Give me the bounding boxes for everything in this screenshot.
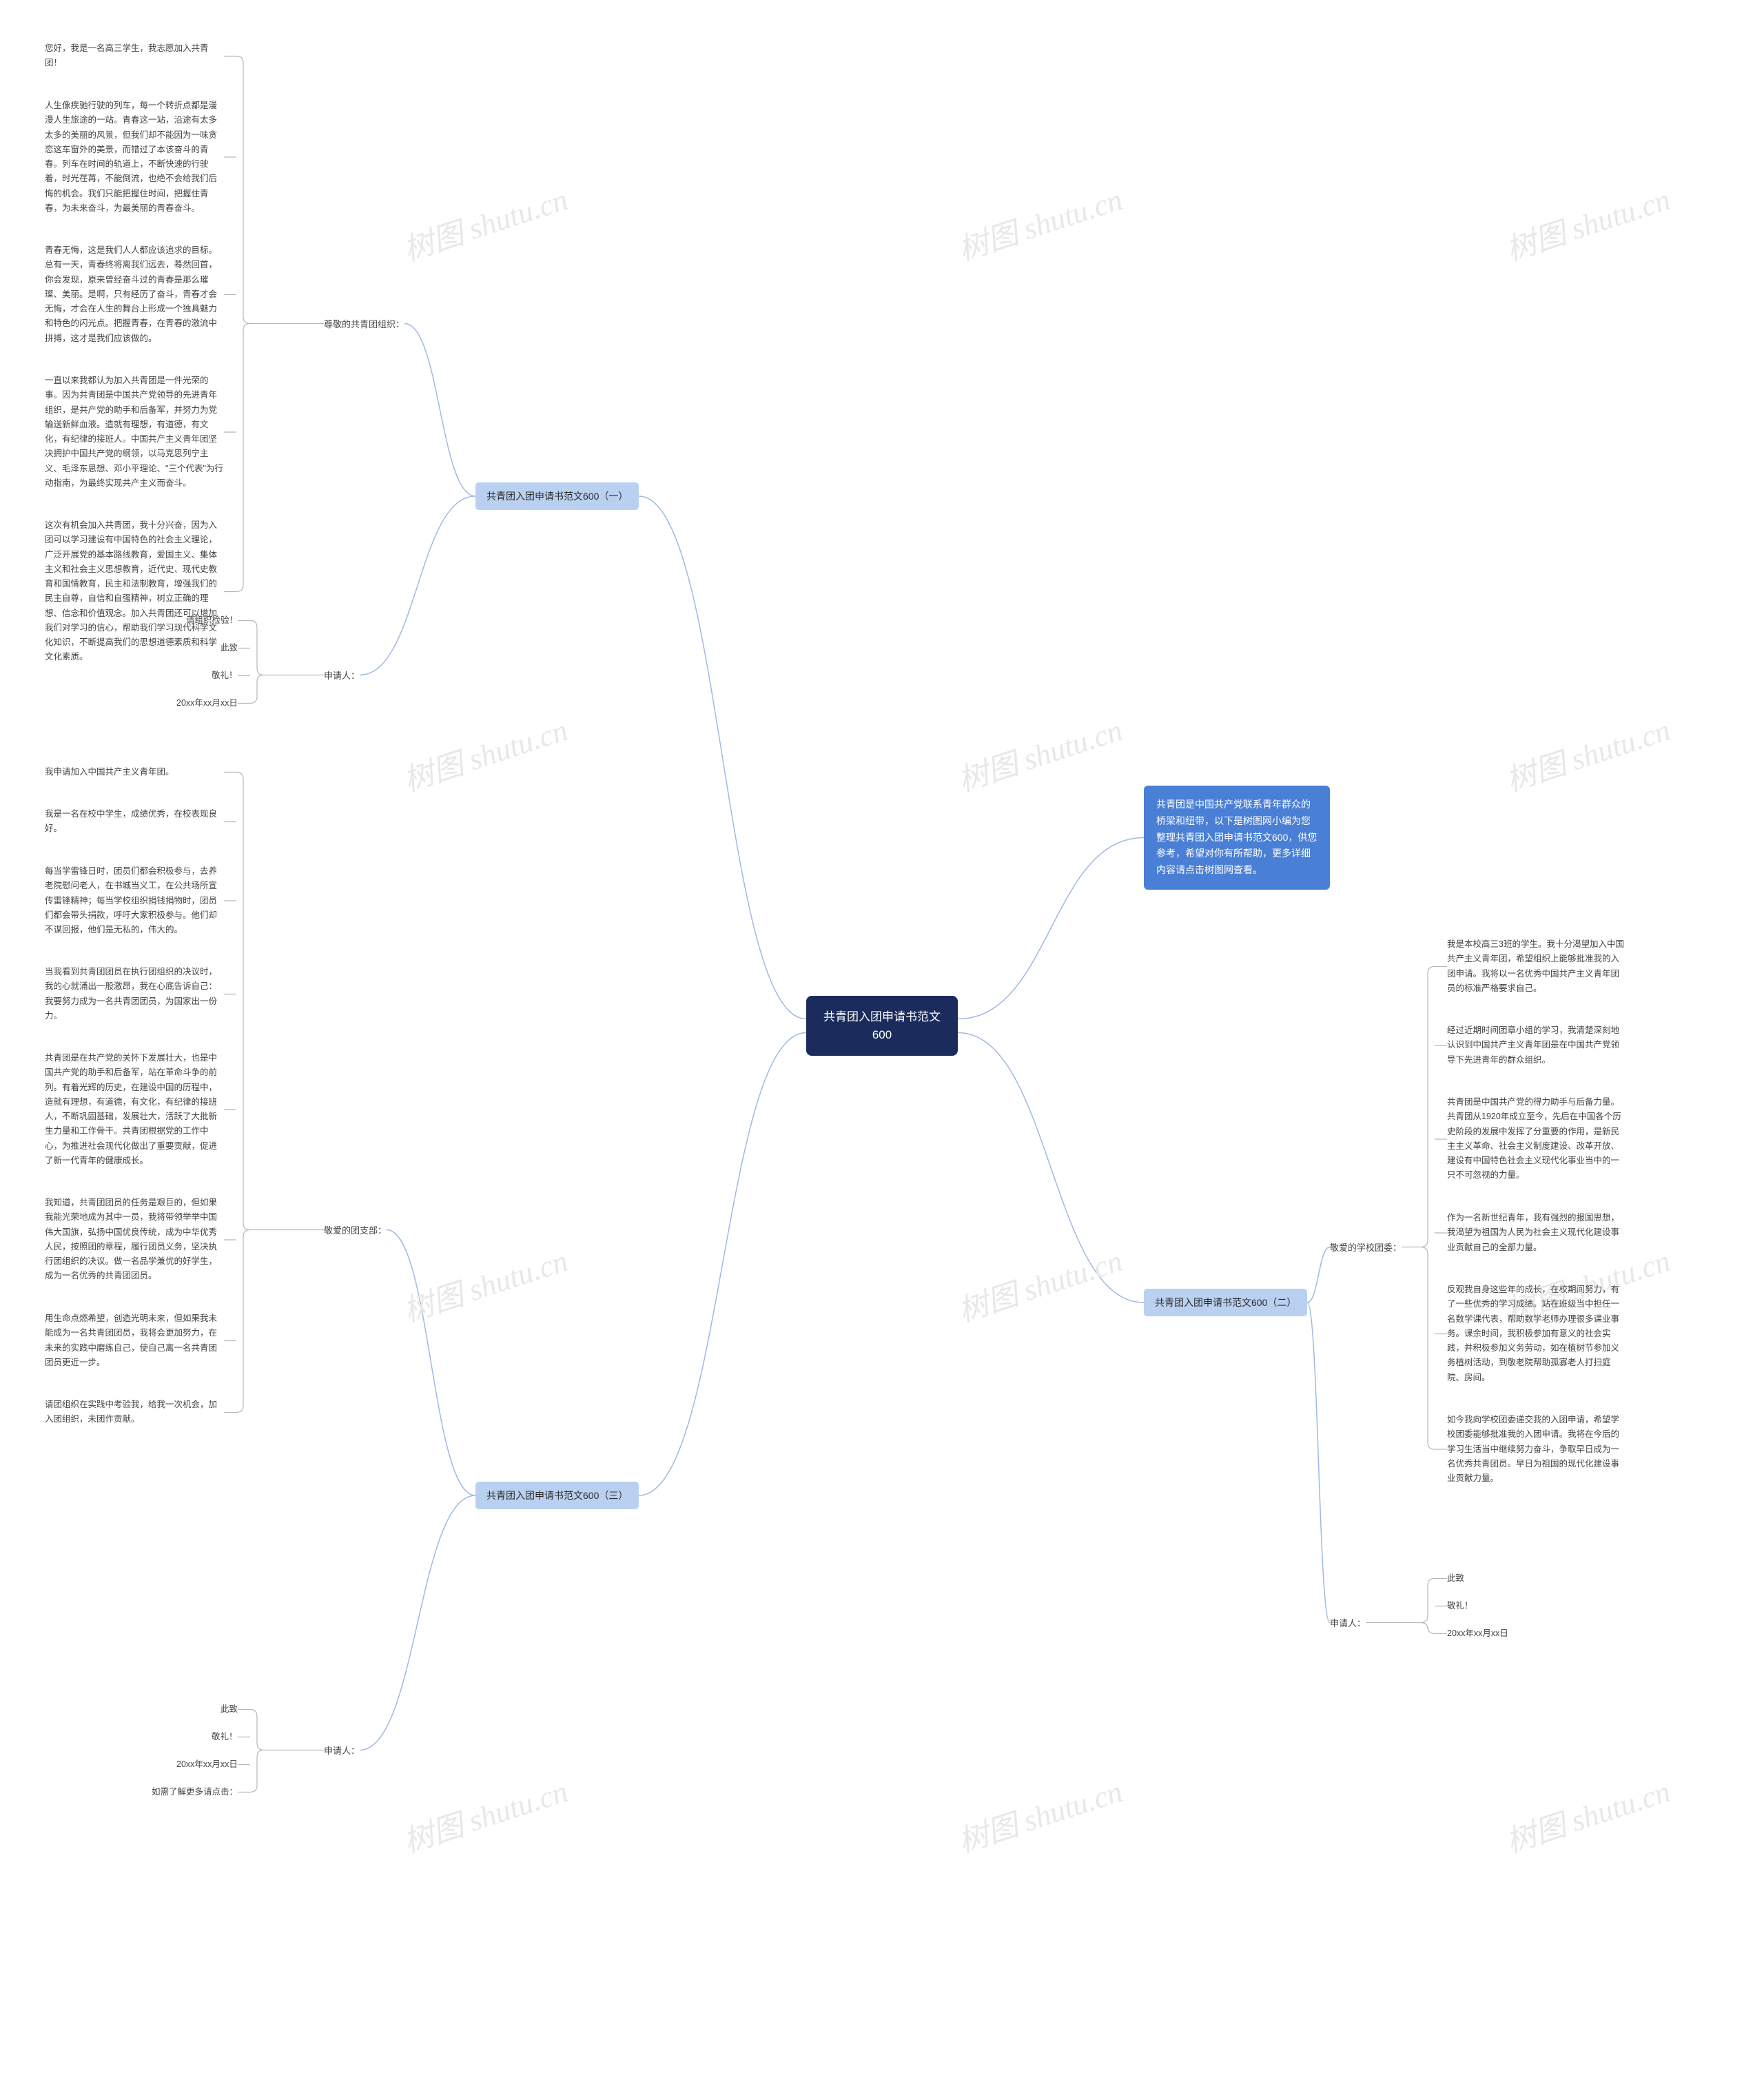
section1-head-leaf: 一直以来我都认为加入共青团是一件光荣的事。因为共青团是中国共产党领导的先进青年组…: [45, 374, 224, 491]
section1-head-leaf: 青春无悔，这是我们人人都应该追求的目标。总有一天，青春终将离我们远去，蓦然回首，…: [45, 243, 224, 346]
section1-tail-leaf: 请组织检验！: [186, 613, 238, 628]
section2-head-leaf: 反观我自身这些年的成长，在校期间努力，有了一些优秀的学习成绩。站在班级当中担任一…: [1447, 1283, 1626, 1385]
watermark: 树图 shutu.cn: [952, 174, 1127, 269]
section1-head-leaf: 人生像疾驰行驶的列车，每一个转折点都是漫漫人生旅途的一站。青春这一站，沿途有太多…: [45, 99, 224, 216]
section3-tail-label: 申请人：: [324, 1744, 360, 1757]
watermark: 树图 shutu.cn: [952, 705, 1127, 799]
section2-tail-label: 申请人：: [1330, 1616, 1366, 1629]
watermark: 树图 shutu.cn: [397, 1236, 573, 1330]
section3-head-leaf: 我知道，共青团团员的任务是艰巨的，但如果我能光荣地成为其中一员，我将带领举举中国…: [45, 1196, 224, 1284]
intro-node: 共青团是中国共产党联系青年群众的桥梁和纽带，以下是树图网小编为您整理共青团入团申…: [1144, 786, 1330, 890]
section3-tail-leaf: 20xx年xx月xx日: [176, 1757, 238, 1772]
section1-tail-leaf: 20xx年xx月xx日: [176, 696, 238, 711]
section3-head-leaf: 每当学雷锋日时，团员们都会积极参与，去养老院慰问老人，在书城当义工，在公共场所宣…: [45, 864, 224, 937]
section3-tail-leaf: 如需了解更多请点击：: [152, 1785, 238, 1799]
section2-head-leaf: 共青团是中国共产党的得力助手与后备力量。共青团从1920年成立至今，先后在中国各…: [1447, 1095, 1626, 1183]
root-node: 共青团入团申请书范文600: [806, 996, 958, 1056]
watermark: 树图 shutu.cn: [952, 1766, 1127, 1861]
watermark: 树图 shutu.cn: [397, 174, 573, 269]
section3-head-label: 敬爱的团支部：: [324, 1223, 387, 1236]
watermark: 树图 shutu.cn: [1499, 1766, 1675, 1861]
section3-tail-leaf: 此致: [220, 1702, 238, 1717]
section2-head-leaf: 作为一名新世纪青年，我有强烈的报国思想，我渴望为祖国为人民为社会主义现代化建设事…: [1447, 1211, 1626, 1255]
watermark: 树图 shutu.cn: [397, 705, 573, 799]
section3-tail-leaf: 敬礼！: [212, 1730, 238, 1744]
section2-head-leaf: 如今我向学校团委递交我的入团申请，希望学校团委能够批准我的入团申请。我将在今后的…: [1447, 1413, 1626, 1486]
section3-head-leaf: 当我看到共青团团员在执行团组织的决议时，我的心就涌出一般激昂，我在心底告诉自己：…: [45, 965, 224, 1023]
section1-head-label: 尊敬的共青团组织：: [324, 317, 404, 330]
section1-head-leaf: 您好，我是一名高三学生，我志愿加入共青团！: [45, 41, 224, 71]
watermark: 树图 shutu.cn: [1499, 174, 1675, 269]
section2-head-label: 敬爱的学校团委：: [1330, 1240, 1402, 1254]
section3-head-leaf: 我是一名在校中学生，成绩优秀，在校表现良好。: [45, 807, 224, 837]
section2-head-leaf: 我是本校高三3班的学生。我十分渴望加入中国共产主义青年团，希望组织上能够批准我的…: [1447, 937, 1626, 996]
section3-head-leaf: 用生命点燃希望，创造光明未来，但如果我未能成为一名共青团团员，我将会更加努力，在…: [45, 1311, 224, 1370]
section1-tail-label: 申请人：: [324, 668, 360, 682]
section2-tail-leaf: 20xx年xx月xx日: [1447, 1626, 1508, 1641]
section3-head-leaf: 我申请加入中国共产主义青年团。: [45, 765, 224, 779]
section2-head-leaf: 经过近期时间团章小组的学习，我清楚深刻地认识到中国共产主义青年团是在中国共产党领…: [1447, 1023, 1626, 1067]
section3-head-leaf: 共青团是在共产党的关怀下发展壮大，也是中国共产党的助手和后备军，站在革命斗争的前…: [45, 1051, 224, 1168]
section2-title: 共青团入团申请书范文600（二）: [1144, 1289, 1307, 1316]
section2-tail-leaf: 此致: [1447, 1571, 1464, 1586]
section1-tail-leaf: 此致: [220, 641, 238, 655]
section3-head-leaf: 请团组织在实践中考验我，给我一次机会，加入团组织，未团作贡献。: [45, 1398, 224, 1427]
section1-title: 共青团入团申请书范文600（一）: [475, 482, 639, 510]
section1-head-leaf: 这次有机会加入共青团，我十分兴奋，因为入团可以学习建设有中国特色的社会主义理论，…: [45, 518, 224, 665]
watermark: 树图 shutu.cn: [952, 1236, 1127, 1330]
watermark: 树图 shutu.cn: [1499, 705, 1675, 799]
section1-tail-leaf: 敬礼！: [212, 668, 238, 683]
section2-tail-leaf: 敬礼！: [1447, 1599, 1473, 1613]
watermark: 树图 shutu.cn: [397, 1766, 573, 1861]
section3-title: 共青团入团申请书范文600（三）: [475, 1482, 639, 1509]
